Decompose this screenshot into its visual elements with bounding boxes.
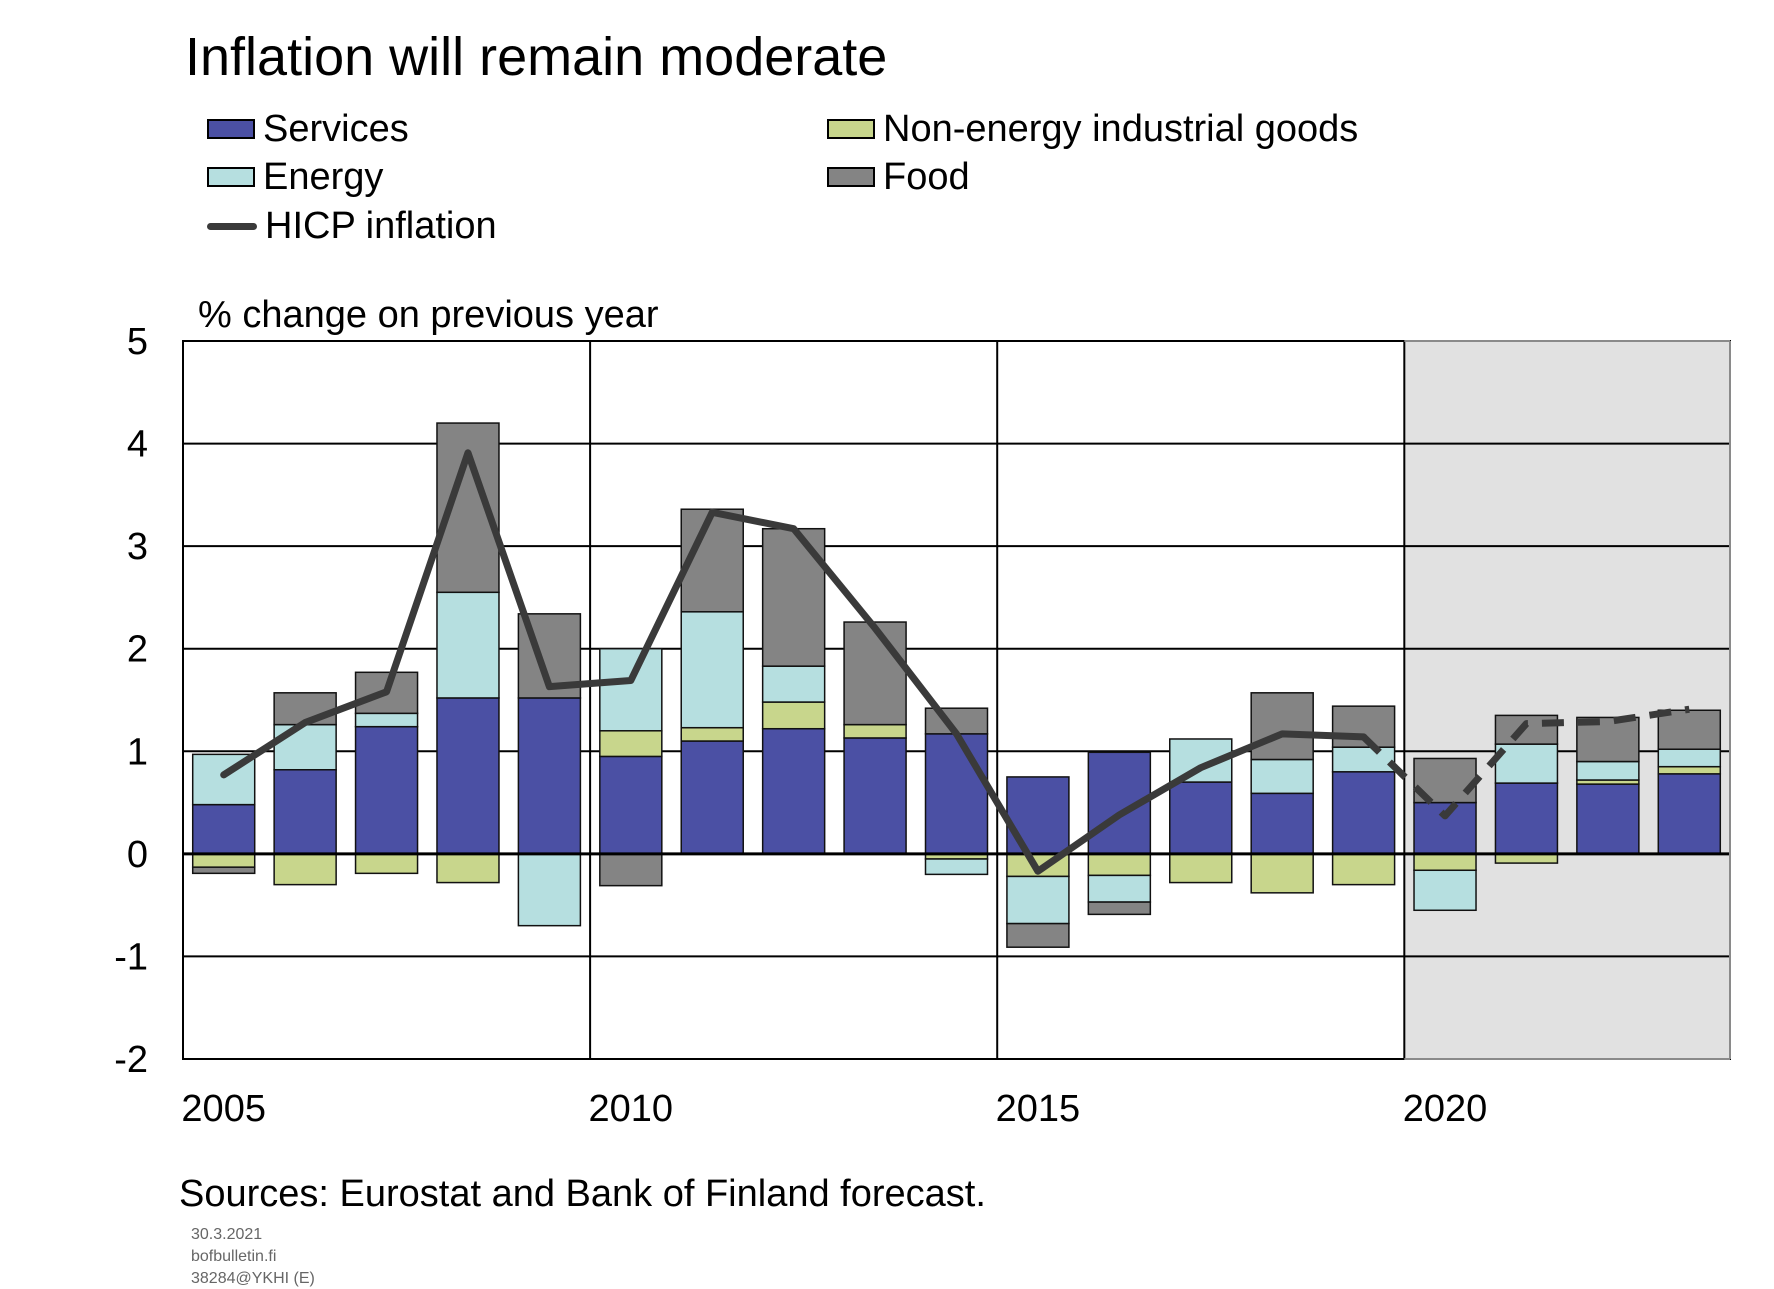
bar-energy-2009 — [517, 853, 582, 927]
bar-energy-2022 — [1576, 760, 1640, 781]
bar-services-2009 — [517, 697, 582, 855]
bar-services-2011 — [680, 740, 744, 855]
bar-energy-2015 — [1006, 875, 1070, 925]
y-axis-unit-label: % change on previous year — [198, 294, 659, 336]
legend-label-services: Services — [263, 108, 409, 150]
legend-item-energy: Energy — [207, 155, 383, 199]
bar-non_energy-2012 — [761, 701, 826, 730]
bar-non_energy-2019 — [1331, 853, 1396, 886]
bar-energy-2010 — [599, 647, 663, 732]
footer-date: 30.3.2021 — [191, 1226, 263, 1243]
bar-services-2012 — [761, 727, 826, 855]
bar-services-2005 — [191, 803, 256, 855]
hicp-line-actual — [220, 449, 1368, 875]
footer-site: bofbulletin.fi — [191, 1248, 277, 1265]
y-tick-label-4: 4 — [127, 424, 148, 466]
bar-services-2007 — [354, 725, 419, 855]
bar-food-2018 — [1250, 692, 1314, 761]
bar-non_energy-2010 — [599, 730, 663, 758]
bar-non_energy-2017 — [1169, 853, 1233, 884]
legend-swatch-food — [827, 167, 875, 187]
legend-label-non-energy: Non-energy industrial goods — [883, 108, 1359, 150]
bar-services-2015 — [1006, 776, 1070, 855]
bar-energy-2018 — [1250, 758, 1314, 795]
legend-item-hicp: HICP inflation — [207, 204, 497, 248]
bar-food-2005 — [191, 866, 256, 875]
bar-food-2013 — [843, 621, 907, 726]
bar-services-2021 — [1494, 782, 1559, 855]
bar-energy-2020 — [1413, 869, 1477, 912]
bar-services-2022 — [1576, 783, 1640, 855]
legend-label-hicp: HICP inflation — [265, 205, 497, 247]
y-tick-label-0: 0 — [127, 834, 148, 876]
bar-non_energy-2005 — [191, 853, 256, 868]
hicp-line-forecast — [1361, 705, 1690, 820]
bar-food-2016 — [1087, 901, 1152, 916]
forecast-shading — [1404, 341, 1730, 1059]
bar-services-2018 — [1250, 792, 1314, 855]
bar-non_energy-2023 — [1657, 765, 1722, 775]
x-tick-label-2005: 2005 — [181, 1088, 266, 1130]
bar-energy-2021 — [1494, 743, 1559, 784]
bar-services-2008 — [436, 697, 500, 855]
legend-label-food: Food — [883, 156, 970, 198]
bar-energy-2012 — [761, 665, 826, 703]
legend-swatch-services — [207, 119, 255, 139]
bar-energy-2007 — [354, 712, 419, 728]
y-tick-label-5: 5 — [127, 321, 148, 363]
chart-title: Inflation will remain moderate — [185, 27, 888, 87]
bar-non_energy-2016 — [1087, 853, 1152, 877]
bar-energy-2023 — [1657, 748, 1722, 768]
y-tick-label--2: -2 — [114, 1039, 148, 1081]
sources-note: Sources: Eurostat and Bank of Finland fo… — [179, 1173, 986, 1215]
bar-services-2006 — [273, 768, 337, 855]
bar-services-2013 — [843, 737, 907, 855]
y-tick-label--1: -1 — [114, 936, 148, 978]
legend-swatch-energy — [207, 167, 255, 187]
bar-services-2019 — [1331, 771, 1396, 855]
bar-non_energy-2013 — [843, 723, 907, 739]
legend-item-food: Food — [827, 155, 970, 199]
bar-services-2023 — [1657, 773, 1722, 855]
bar-energy-2014 — [924, 858, 989, 876]
x-tick-label-2010: 2010 — [589, 1088, 674, 1130]
legend-swatch-hicp — [207, 222, 257, 230]
y-tick-label-3: 3 — [127, 526, 148, 568]
bar-food-2023 — [1657, 709, 1722, 750]
legend-item-services: Services — [207, 107, 409, 151]
bar-energy-2011 — [680, 611, 744, 729]
legend-item-non-energy: Non-energy industrial goods — [827, 107, 1358, 151]
bar-food-2010 — [599, 853, 663, 887]
bar-non_energy-2018 — [1250, 853, 1314, 894]
legend-swatch-non-energy — [827, 119, 875, 139]
footer-code: 38284@YKHI (E) — [191, 1270, 315, 1287]
bar-energy-2016 — [1087, 874, 1152, 903]
bar-services-2010 — [599, 755, 663, 855]
bar-services-2017 — [1169, 781, 1233, 855]
bar-non_energy-2007 — [354, 853, 419, 875]
bar-non_energy-2008 — [436, 853, 500, 884]
bar-services-2020 — [1413, 801, 1477, 855]
bar-non_energy-2020 — [1413, 853, 1477, 872]
bar-non_energy-2011 — [680, 726, 744, 742]
y-tick-label-1: 1 — [127, 731, 148, 773]
bar-food-2015 — [1006, 922, 1070, 948]
bar-non_energy-2006 — [273, 853, 337, 886]
y-tick-label-2: 2 — [127, 629, 148, 671]
x-tick-label-2020: 2020 — [1403, 1088, 1488, 1130]
bar-energy-2019 — [1331, 746, 1396, 773]
bar-services-2014 — [924, 733, 989, 855]
x-tick-label-2015: 2015 — [996, 1088, 1081, 1130]
legend-label-energy: Energy — [263, 156, 384, 198]
bar-food-2012 — [761, 527, 826, 667]
bar-energy-2006 — [273, 723, 337, 771]
bar-energy-2008 — [436, 591, 500, 699]
